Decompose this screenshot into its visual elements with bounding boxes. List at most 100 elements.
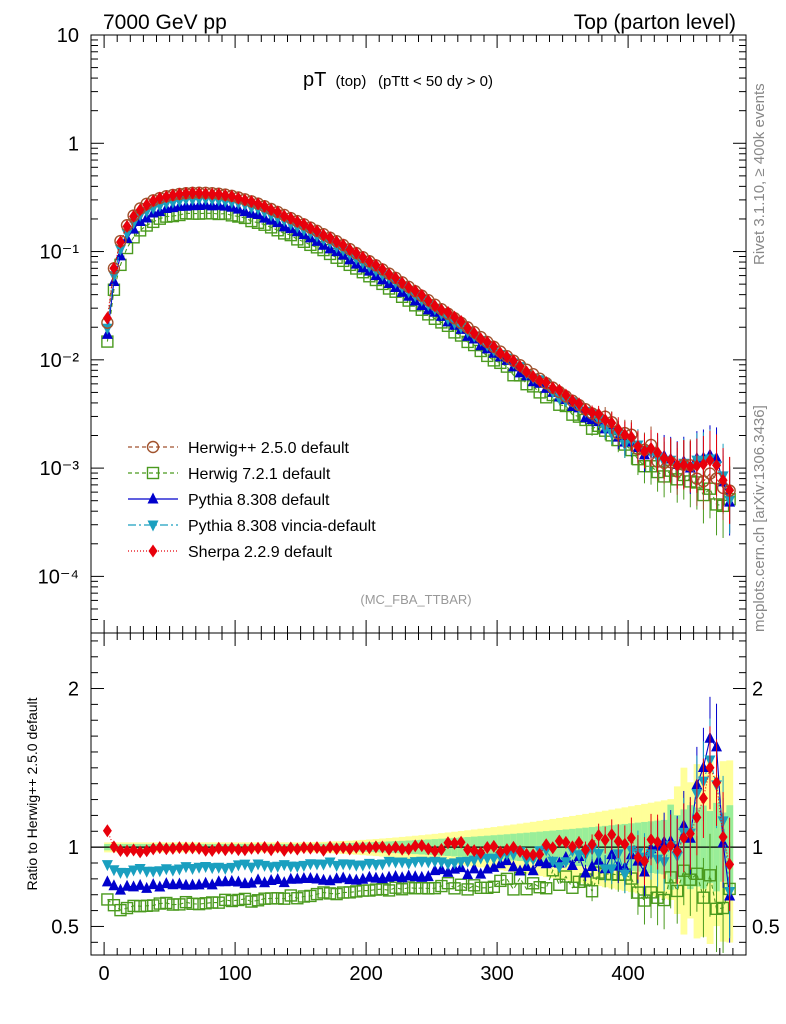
ratio-point-herwig7 <box>238 892 252 906</box>
ratio-point-herwig7 <box>343 886 356 899</box>
ratio-point-sherpa <box>482 841 492 855</box>
ratio-point-herwig7 <box>258 892 271 905</box>
ratio-point-sherpa <box>554 834 564 848</box>
point-sherpa <box>554 383 564 397</box>
ratio-point-herwig7 <box>572 875 586 889</box>
ratio-point-sherpa <box>594 828 604 842</box>
plot-title: pT (top) (pTtt < 50 dy > 0) <box>303 69 493 91</box>
point-sherpa <box>594 407 604 421</box>
point-sherpa <box>705 453 715 467</box>
point-sherpa <box>436 303 446 317</box>
point-sherpa <box>220 188 230 202</box>
ratio-point-sherpa <box>666 839 676 853</box>
ratio-point-vincia <box>376 859 388 871</box>
ratio-point-vincia <box>298 860 310 872</box>
ratio-point-vincia <box>193 862 205 874</box>
ratio-point-herwig7 <box>284 889 297 902</box>
point-sherpa <box>469 326 479 340</box>
ratio-point-sherpa <box>476 846 486 860</box>
ratio-point-herwig7 <box>199 897 212 910</box>
ratio-point-sherpa <box>456 835 466 849</box>
point-sherpa <box>377 262 387 276</box>
ratio-point-herwig7 <box>553 878 566 891</box>
ratio-point-sherpa <box>109 840 119 854</box>
ratio-point-sherpa <box>567 840 577 854</box>
point-sherpa <box>639 444 649 458</box>
point-sherpa <box>587 406 597 420</box>
ratio-point-pythia <box>147 878 159 890</box>
ratio-point-sherpa <box>384 842 394 856</box>
point-sherpa <box>666 453 676 467</box>
ratio-point-vincia <box>167 865 179 877</box>
ratio-point-vincia <box>560 857 572 869</box>
main-series-layer <box>101 186 736 538</box>
ratio-point-sherpa <box>201 843 211 857</box>
point-sherpa <box>443 305 453 319</box>
ratio-point-sherpa <box>436 842 446 856</box>
ratio-point-herwig7 <box>651 891 664 904</box>
series-sherpa <box>102 186 735 524</box>
ratio-point-sherpa <box>705 761 715 775</box>
ratio-point-sherpa <box>430 844 440 858</box>
ratio-point-sherpa <box>371 840 381 854</box>
ratio-point-pythia <box>514 864 526 876</box>
ratio-point-sherpa <box>174 841 184 855</box>
ratio-point-vincia <box>468 855 480 867</box>
ratio-point-sherpa <box>581 843 591 857</box>
ratio-point-vincia <box>403 858 415 870</box>
ratio-point-herwig7 <box>402 881 415 894</box>
ratio-point-vincia <box>324 857 336 869</box>
ratio-point-sherpa <box>613 834 623 848</box>
ratio-point-pythia <box>475 867 487 879</box>
point-sherpa <box>679 458 689 472</box>
ratio-point-sherpa <box>364 841 374 855</box>
point-sherpa <box>364 254 374 268</box>
point-sherpa <box>325 231 335 245</box>
ratio-point-pythia <box>154 880 166 892</box>
ratio-y-tick-label: 1 <box>752 837 763 859</box>
ratio-point-sherpa <box>508 840 518 854</box>
ratio-point-herwig7 <box>461 883 474 896</box>
ratio-point-herwig7 <box>310 887 324 901</box>
point-sherpa <box>541 375 551 389</box>
header-right: Top (parton level) <box>574 11 736 34</box>
ratio-axis-ticks <box>91 633 746 955</box>
point-sherpa <box>115 235 125 249</box>
ratio-point-pythia <box>272 873 284 885</box>
ratio-point-vincia <box>232 860 244 872</box>
ratio-point-herwig7 <box>559 870 573 883</box>
ratio-point-pythia <box>390 870 402 882</box>
ratio-point-sherpa <box>600 833 610 847</box>
point-vincia <box>101 323 113 335</box>
ratio-point-pythia <box>141 881 153 893</box>
point-sherpa <box>574 397 584 411</box>
ratio-point-herwig7 <box>153 897 166 910</box>
ratio-point-vincia <box>331 860 343 872</box>
ratio-point-herwig7 <box>422 882 435 895</box>
ratio-point-sherpa <box>148 842 158 856</box>
ratio-point-herwig7 <box>500 872 514 886</box>
ratio-point-sherpa <box>214 841 224 855</box>
ratio-point-pythia <box>245 876 257 888</box>
ratio-point-pythia <box>403 869 415 881</box>
ratio-point-pythia <box>311 872 323 884</box>
ratio-point-herwig7 <box>697 891 710 904</box>
ratio-point-herwig7 <box>448 882 461 895</box>
point-sherpa <box>482 335 492 349</box>
point-sherpa <box>142 198 152 212</box>
series-sherpa-ratio <box>102 726 735 912</box>
ratio-point-sherpa <box>698 791 708 805</box>
ratio-point-sherpa <box>535 847 545 861</box>
ratio-point-herwig7 <box>173 898 186 911</box>
ratio-point-herwig7 <box>454 878 468 891</box>
ratio-point-sherpa <box>450 836 460 850</box>
ratio-point-herwig7 <box>317 886 330 899</box>
ratio-point-vincia <box>245 862 257 874</box>
ratio-point-vincia <box>357 860 369 872</box>
ratio-point-sherpa <box>639 854 649 868</box>
ratio-point-sherpa <box>168 841 178 855</box>
legend-marker-herwigpp <box>146 440 160 454</box>
ratio-point-sherpa <box>227 841 237 855</box>
mcplots-label: mcplots.cern.ch [arXiv:1306.3436] <box>751 405 768 632</box>
main-panel: 10 1 10⁻¹ 10⁻² 10⁻³ 10⁻⁴ pT (top) (pTtt < 50 … <box>38 25 747 634</box>
